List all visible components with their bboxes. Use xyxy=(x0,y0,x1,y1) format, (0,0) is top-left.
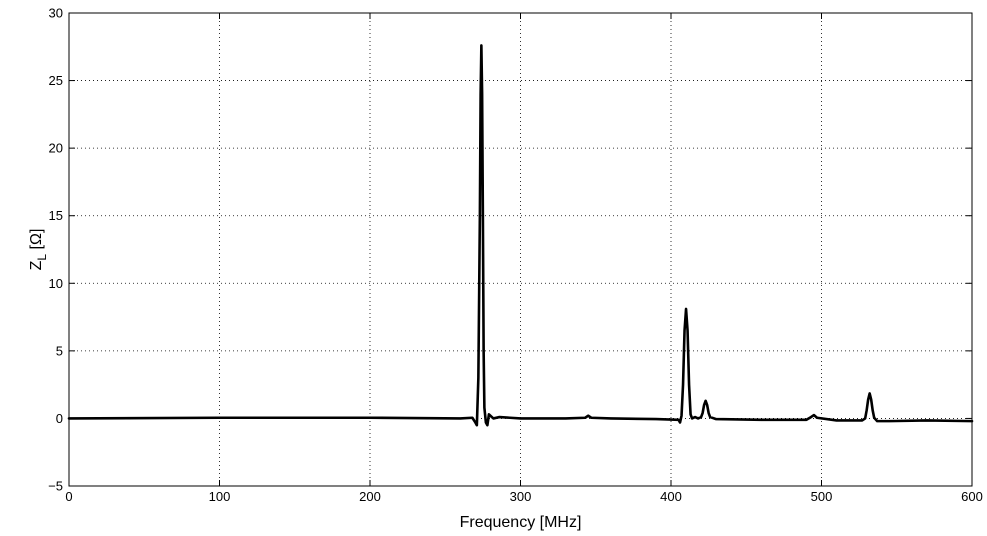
x-tick-label: 0 xyxy=(65,489,72,504)
y-axis-label-unit: [Ω] xyxy=(28,229,45,254)
y-tick-label: −5 xyxy=(48,479,63,494)
y-tick-label: 15 xyxy=(49,208,63,223)
x-tick-label: 100 xyxy=(209,489,231,504)
x-axis-label: Frequency [MHz] xyxy=(460,514,582,531)
y-tick-label: 0 xyxy=(56,411,63,426)
x-tick-label: 600 xyxy=(961,489,983,504)
y-axis-label: ZL [Ω] xyxy=(28,229,49,271)
series-layer xyxy=(67,44,974,427)
series-line xyxy=(67,44,974,427)
y-tick-label: 25 xyxy=(49,73,63,88)
y-tick-label: 30 xyxy=(49,6,63,21)
x-tick-label: 200 xyxy=(359,489,381,504)
x-tick-label: 400 xyxy=(660,489,682,504)
y-axis-label-main: Z xyxy=(28,260,45,270)
grid xyxy=(69,13,972,486)
y-tick-label: 20 xyxy=(49,141,63,156)
y-tick-label: 10 xyxy=(49,276,63,291)
x-tick-label: 300 xyxy=(510,489,532,504)
y-tick-label: 5 xyxy=(56,343,63,358)
x-tick-label: 500 xyxy=(811,489,833,504)
y-axis-label-subscript: L xyxy=(35,254,49,261)
